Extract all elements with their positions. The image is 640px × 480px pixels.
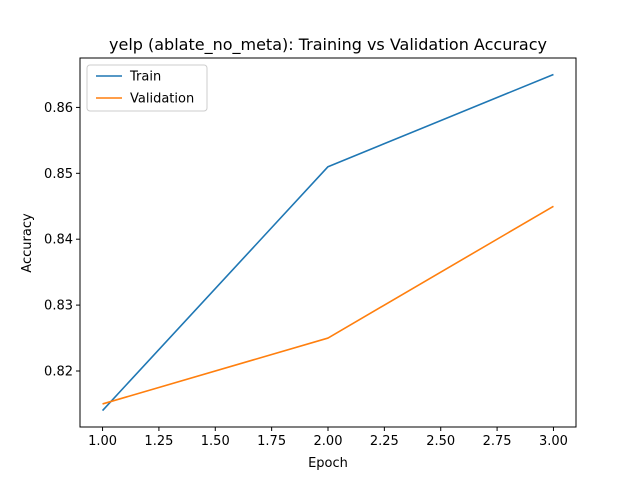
series-line-train: [101, 73, 554, 412]
x-axis-label: Epoch: [308, 456, 348, 471]
y-tick-label: 0.85: [44, 167, 73, 182]
x-tick-label: 2.00: [314, 434, 343, 449]
y-axis: 0.82 0.83 0.84 0.85 0.86: [44, 101, 80, 379]
series-line-validation: [102, 205, 554, 405]
x-tick-label: 3.00: [539, 434, 568, 449]
y-tick-label: 0.83: [44, 299, 73, 314]
x-tick-label: 1.00: [88, 434, 117, 449]
x-tick-label: 2.75: [483, 434, 512, 449]
legend: Train Validation: [86, 64, 208, 112]
y-tick-label: 0.84: [44, 233, 73, 248]
x-tick-label: 1.75: [257, 434, 286, 449]
x-tick-label: 2.50: [426, 434, 455, 449]
series-lines: [101, 73, 554, 412]
x-tick-label: 1.25: [144, 434, 173, 449]
chart-title: yelp (ablate_no_meta): Training vs Valid…: [109, 35, 547, 55]
x-axis: 1.00 1.25 1.50 1.75 2.00 2.25 2.50 2.75 3.00: [88, 427, 568, 449]
y-tick-label: 0.86: [44, 101, 73, 116]
legend-label-validation: Validation: [130, 92, 194, 107]
legend-label-train: Train: [129, 70, 161, 85]
x-tick-label: 1.50: [201, 434, 230, 449]
y-axis-label: Accuracy: [20, 213, 35, 273]
x-tick-label: 2.25: [370, 434, 399, 449]
y-tick-label: 0.82: [44, 364, 73, 379]
plot-frame: [79, 57, 577, 428]
